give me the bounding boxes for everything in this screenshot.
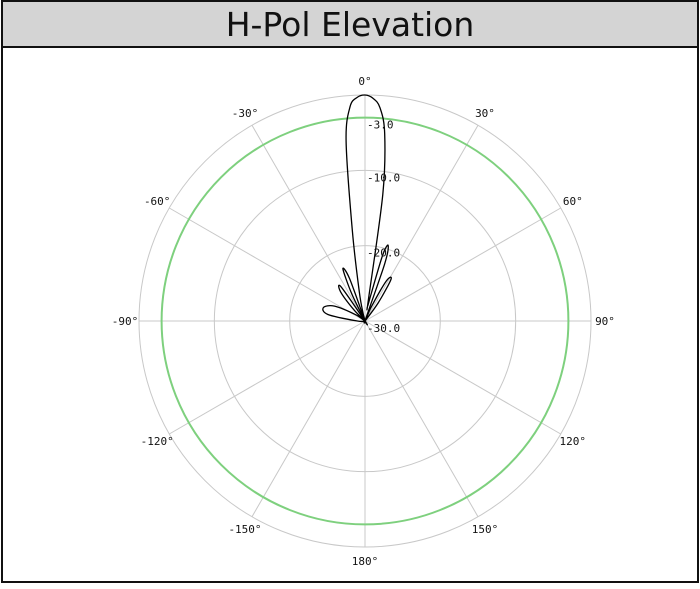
reference-circle-layer xyxy=(160,116,570,526)
radial-tick--20.0: -20.0 xyxy=(367,247,400,260)
radiation-pattern-curve xyxy=(322,94,392,326)
radiation-pattern-layer xyxy=(322,94,392,326)
grid-spoke-300 xyxy=(169,207,366,322)
grid-spoke-240 xyxy=(169,320,366,435)
angle-tick-150: 150° xyxy=(472,523,499,536)
angle-tick-180: 180° xyxy=(352,555,379,568)
grid-spoke-210 xyxy=(251,320,366,517)
angle-tick-neg30: -30° xyxy=(232,107,259,120)
radial-tick--10.0: -10.0 xyxy=(367,171,400,184)
angle-tick-30: 30° xyxy=(475,107,495,120)
tick-label-layer: 0° 30° 60° 90° 120° 150° 180° -150° -120° -90° -60… xyxy=(112,75,615,568)
title-bar: H-Pol Elevation xyxy=(3,2,697,48)
angle-tick-90: 90° xyxy=(595,315,615,328)
radial-tick--3.0: -3.0 xyxy=(367,119,394,132)
angle-tick-neg150: -150° xyxy=(228,523,261,536)
grid-spoke-60 xyxy=(364,207,561,322)
angle-tick-60: 60° xyxy=(563,195,583,208)
grid-spoke-120 xyxy=(364,320,561,435)
angle-tick-neg60: -60° xyxy=(144,195,171,208)
angle-tick-0: 0° xyxy=(358,75,371,88)
grid-spoke-330 xyxy=(251,125,366,322)
angle-tick-120: 120° xyxy=(560,435,587,448)
reference-circle xyxy=(160,116,570,526)
angle-tick-neg90: -90° xyxy=(112,315,139,328)
angle-tick-neg120: -120° xyxy=(141,435,174,448)
chart-title: H-Pol Elevation xyxy=(225,5,475,44)
grid-spoke-30 xyxy=(364,125,479,322)
grid-spoke-150 xyxy=(364,320,479,517)
radial-tick--30.0: -30.0 xyxy=(367,322,400,335)
polar-grid xyxy=(138,94,592,548)
